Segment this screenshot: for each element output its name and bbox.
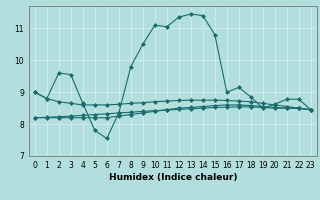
X-axis label: Humidex (Indice chaleur): Humidex (Indice chaleur) — [108, 173, 237, 182]
